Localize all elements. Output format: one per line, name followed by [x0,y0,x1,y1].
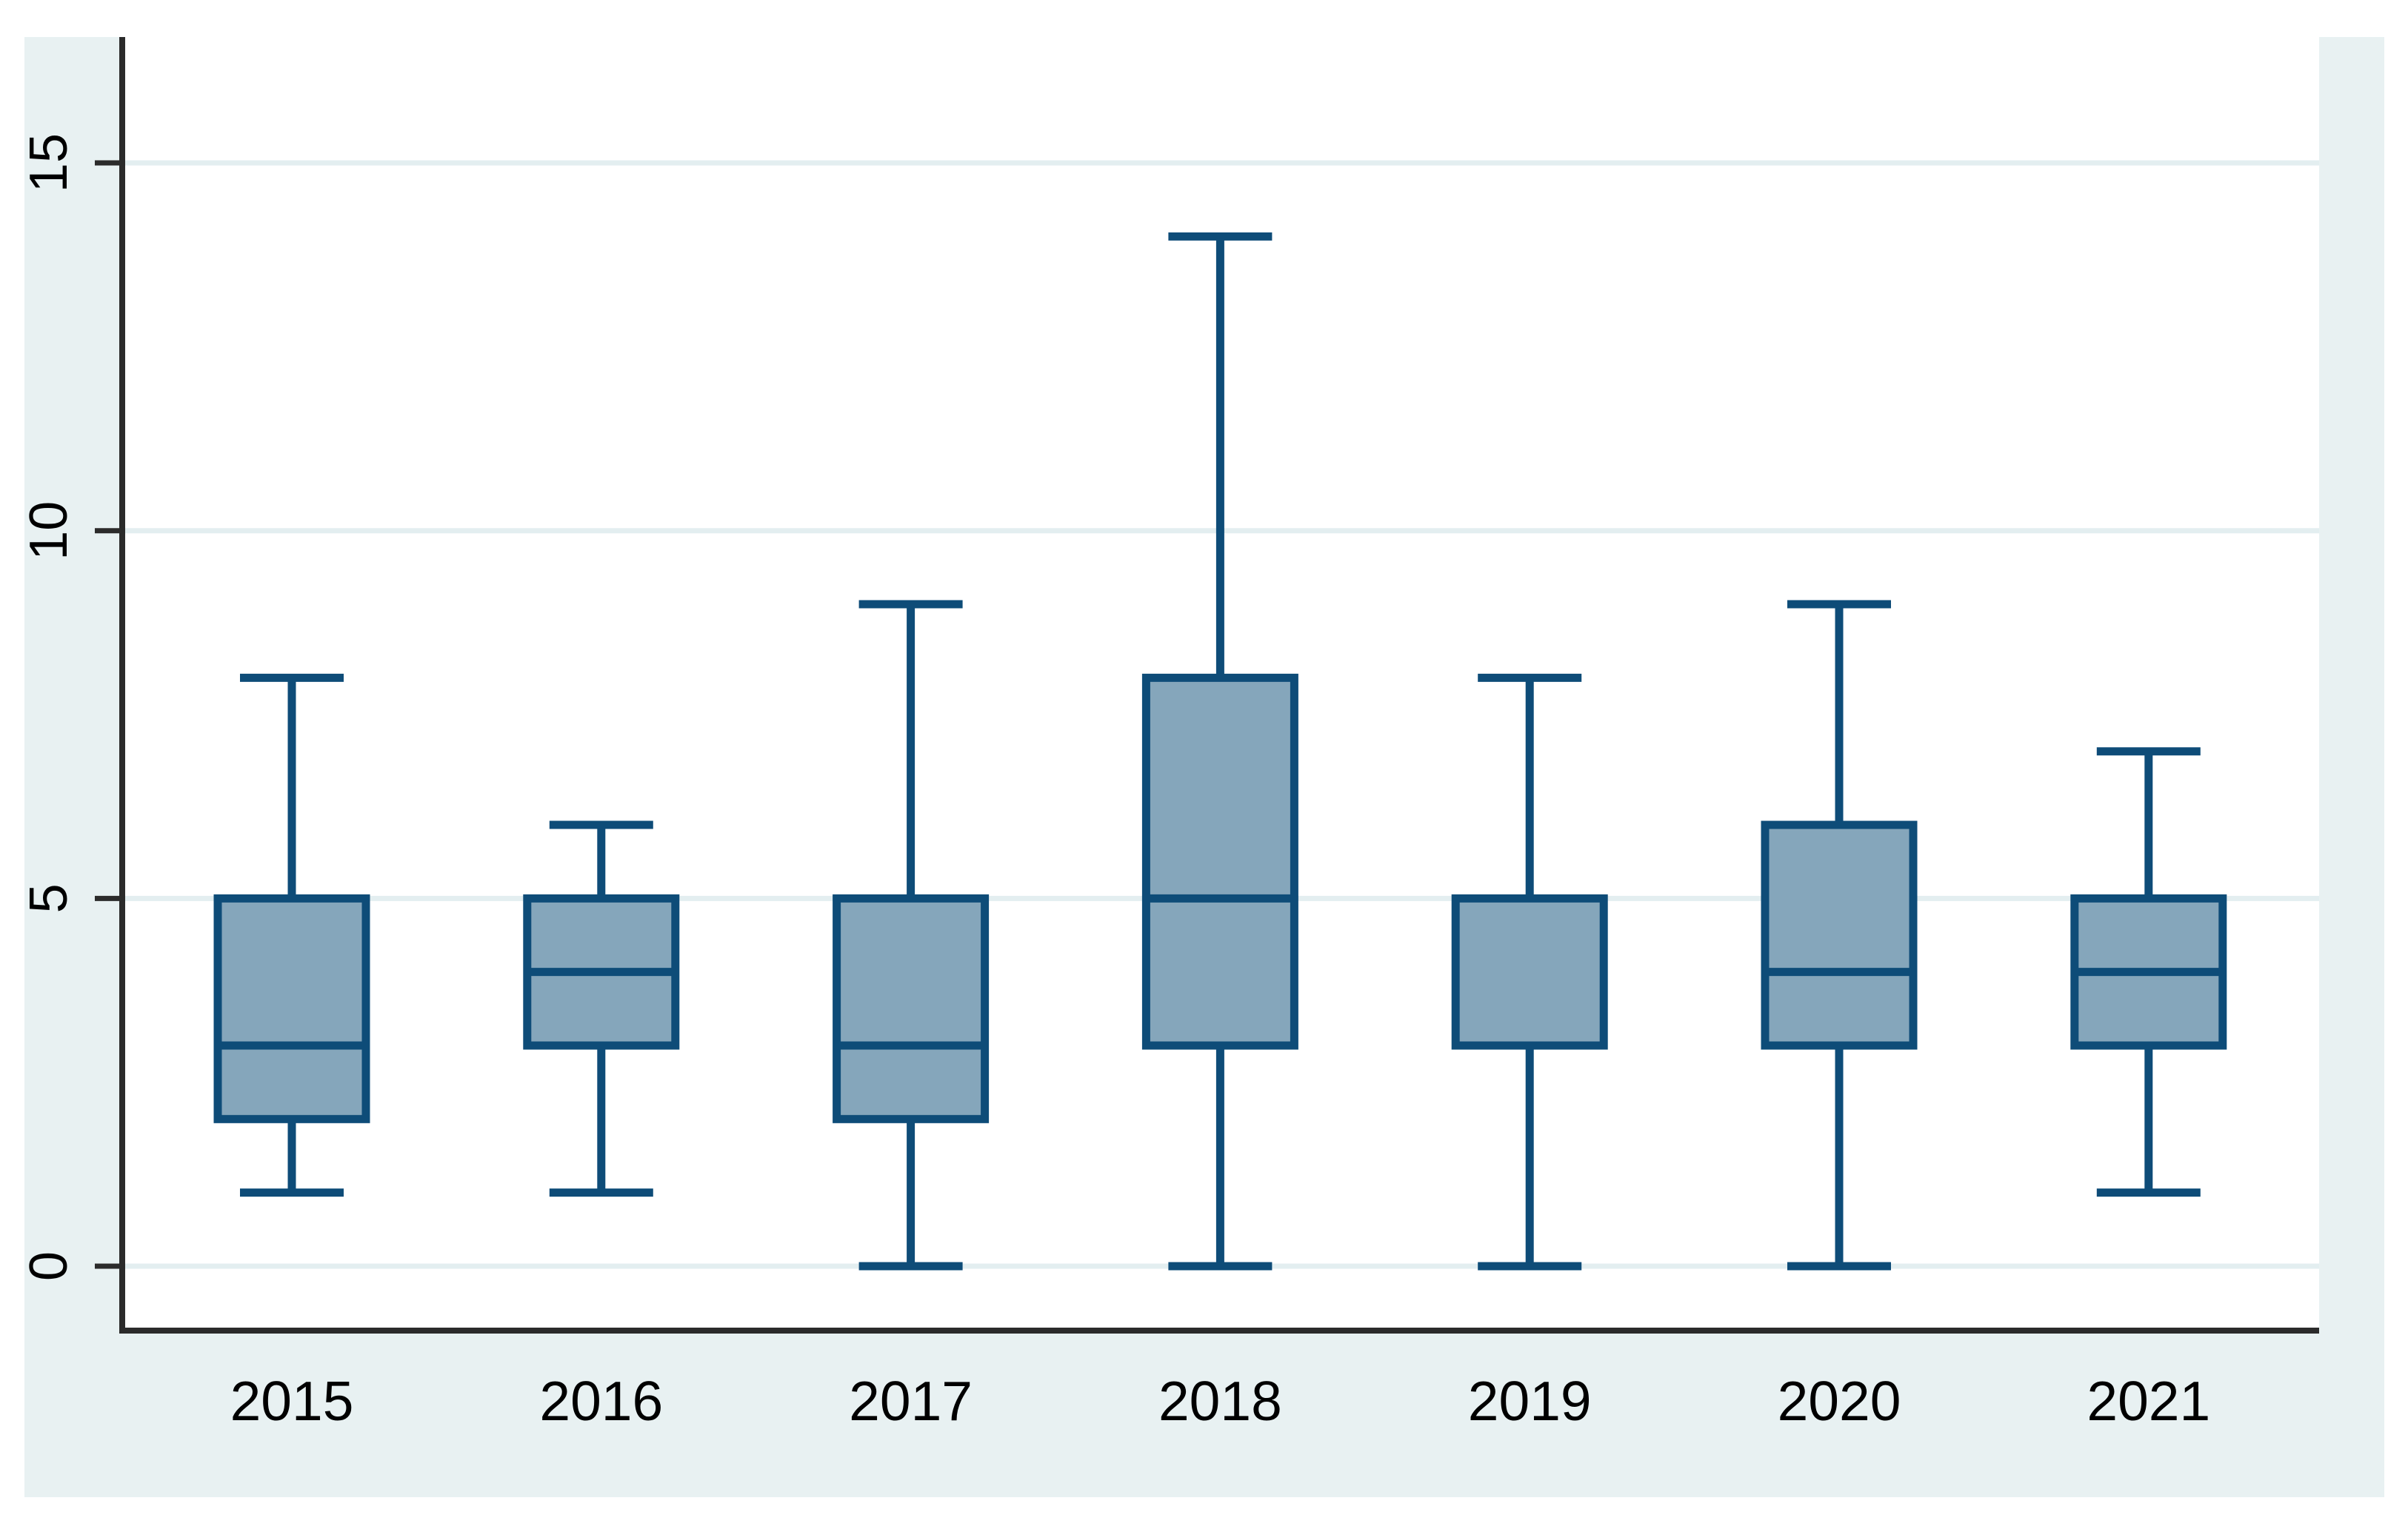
box-group-2020: 2020 [1761,600,1918,1432]
iqr-box-2018 [1141,673,1298,1050]
box-group-2016: 2016 [523,820,680,1432]
x-category-label-2021: 2021 [2087,1370,2210,1432]
box-group-2017: 2017 [833,600,990,1432]
x-category-label-2015: 2015 [230,1370,354,1432]
box-group-2018: 2018 [1141,232,1298,1432]
y-tick-label-10: 10 [19,501,79,561]
box-group-2019: 2019 [1451,673,1608,1432]
x-category-label-2018: 2018 [1158,1370,1282,1432]
box-group-2021: 2021 [2070,747,2227,1432]
x-category-label-2019: 2019 [1468,1370,1592,1432]
y-tick-label-15: 15 [19,133,79,193]
iqr-box-2017 [833,894,990,1123]
iqr-box-2019 [1451,894,1608,1050]
y-tick-label-5: 5 [19,883,79,913]
iqr-box-2015 [213,894,370,1123]
iqr-box-2020 [1761,820,1918,1050]
x-category-label-2017: 2017 [849,1370,973,1432]
x-category-label-2016: 2016 [539,1370,663,1432]
x-category-label-2020: 2020 [1778,1370,1901,1432]
box-group-2015: 2015 [213,673,370,1432]
y-tick-label-0: 0 [19,1251,79,1281]
